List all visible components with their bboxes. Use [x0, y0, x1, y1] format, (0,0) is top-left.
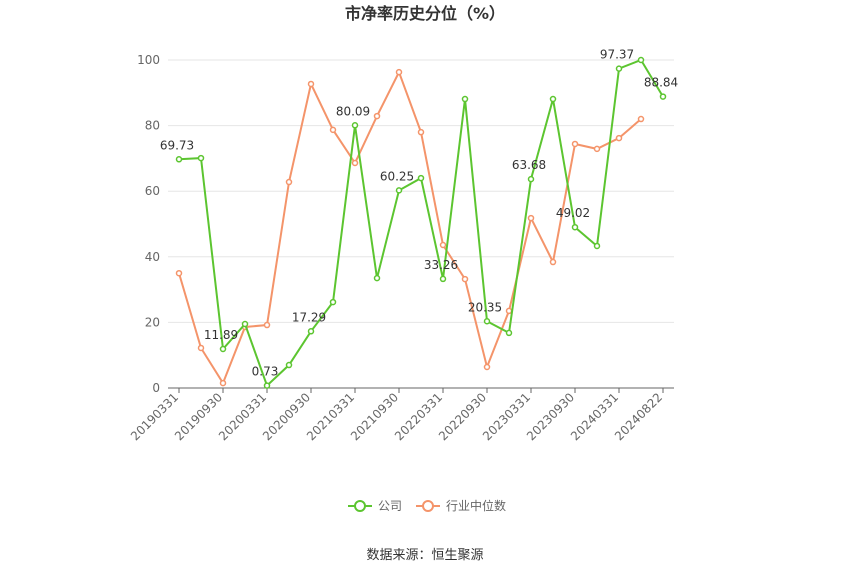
- y-tick-label: 80: [145, 119, 160, 133]
- point: [439, 275, 447, 283]
- point: [527, 214, 535, 222]
- point: [417, 174, 425, 182]
- data-label: 0.73: [252, 365, 279, 379]
- point: [571, 140, 579, 148]
- point: [571, 223, 579, 231]
- point: [175, 269, 183, 277]
- point: [197, 344, 205, 352]
- legend-label: 公司: [378, 499, 402, 513]
- data-label: 60.25: [380, 169, 414, 183]
- point: [263, 321, 271, 329]
- point: [637, 56, 645, 64]
- data-label: 20.35: [468, 300, 502, 314]
- point: [373, 112, 381, 120]
- y-tick-label: 0: [152, 381, 160, 395]
- y-tick-label: 20: [145, 315, 160, 329]
- point: [505, 329, 513, 337]
- point: [175, 156, 183, 163]
- point: [395, 187, 403, 194]
- point: [461, 275, 469, 283]
- legend-marker: [354, 500, 366, 512]
- point: [395, 68, 403, 76]
- y-tick-label: 60: [145, 184, 160, 198]
- point: [527, 175, 535, 183]
- point: [461, 95, 469, 103]
- point: [373, 274, 381, 282]
- data-label: 97.37: [600, 48, 634, 62]
- y-tick-label: 100: [137, 53, 160, 67]
- point: [615, 134, 623, 142]
- data-label: 80.09: [336, 104, 370, 118]
- point: [659, 93, 667, 100]
- data-label: 63.68: [512, 158, 546, 172]
- point: [241, 320, 249, 328]
- point: [351, 122, 359, 129]
- point: [307, 80, 315, 88]
- point: [417, 128, 425, 136]
- point: [593, 242, 601, 250]
- point: [219, 379, 227, 387]
- source: 数据来源：恒生聚源: [366, 548, 483, 563]
- data-label: 17.29: [292, 310, 326, 324]
- point: [351, 159, 359, 167]
- point: [197, 154, 205, 162]
- point: [549, 95, 557, 103]
- point: [593, 145, 601, 153]
- legend-label: 行业中位数: [446, 498, 506, 513]
- point: [219, 345, 227, 353]
- point: [307, 328, 315, 335]
- point: [483, 318, 491, 325]
- data-label: 49.02: [556, 206, 590, 220]
- point: [505, 307, 513, 315]
- point: [285, 361, 293, 369]
- x-tick-label: 20240822: [612, 390, 665, 443]
- data-label: 11.89: [204, 328, 238, 342]
- point: [637, 115, 645, 123]
- series-line: [178, 58, 664, 388]
- point: [483, 363, 491, 371]
- point: [285, 178, 293, 186]
- point: [329, 298, 337, 306]
- data-label: 69.73: [160, 138, 194, 152]
- point: [549, 258, 557, 266]
- data-label: 88.84: [644, 76, 678, 90]
- series-line: [178, 69, 642, 386]
- point: [615, 65, 623, 72]
- data-label: 33.26: [424, 258, 458, 272]
- point: [263, 382, 271, 389]
- point: [439, 241, 447, 249]
- chart-title: 市净率历史分位（%）: [345, 4, 505, 23]
- y-tick-label: 40: [145, 250, 160, 264]
- legend-marker: [422, 500, 434, 512]
- point: [329, 126, 337, 134]
